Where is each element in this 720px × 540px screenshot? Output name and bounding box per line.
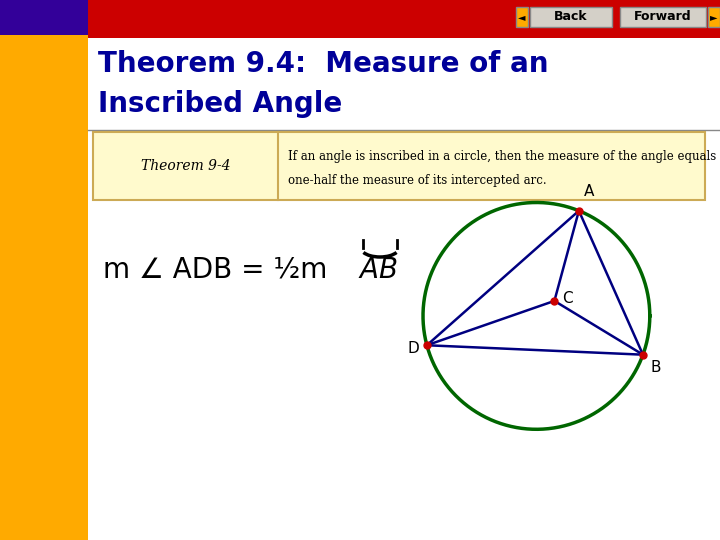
Text: Back: Back <box>554 10 588 24</box>
Text: If an angle is inscribed in a circle, then the measure of the angle equals: If an angle is inscribed in a circle, th… <box>288 150 716 163</box>
Bar <box>0 0 88 35</box>
Text: Forward: Forward <box>634 10 692 24</box>
Text: Theorem 9.4:  Measure of an: Theorem 9.4: Measure of an <box>98 50 549 78</box>
Text: Theorem 9-4: Theorem 9-4 <box>140 159 230 173</box>
Text: B: B <box>651 360 662 375</box>
Text: ►: ► <box>710 12 718 22</box>
Bar <box>88 35 720 540</box>
Bar <box>516 7 528 27</box>
Text: $\mathit{AB}$: $\mathit{AB}$ <box>358 256 398 284</box>
Bar <box>0 35 88 540</box>
Text: D: D <box>407 341 419 356</box>
Text: A: A <box>584 184 594 199</box>
Text: C: C <box>562 292 573 306</box>
Bar <box>530 7 612 27</box>
Bar <box>708 7 720 27</box>
Text: m ∠ ADB = ½m: m ∠ ADB = ½m <box>103 256 328 284</box>
Text: one-half the measure of its intercepted arc.: one-half the measure of its intercepted … <box>288 174 546 187</box>
Bar <box>93 132 705 200</box>
Bar <box>620 7 706 27</box>
Bar <box>88 35 720 38</box>
Text: Inscribed Angle: Inscribed Angle <box>98 90 342 118</box>
Text: ◄: ◄ <box>518 12 526 22</box>
Bar <box>0 0 720 35</box>
